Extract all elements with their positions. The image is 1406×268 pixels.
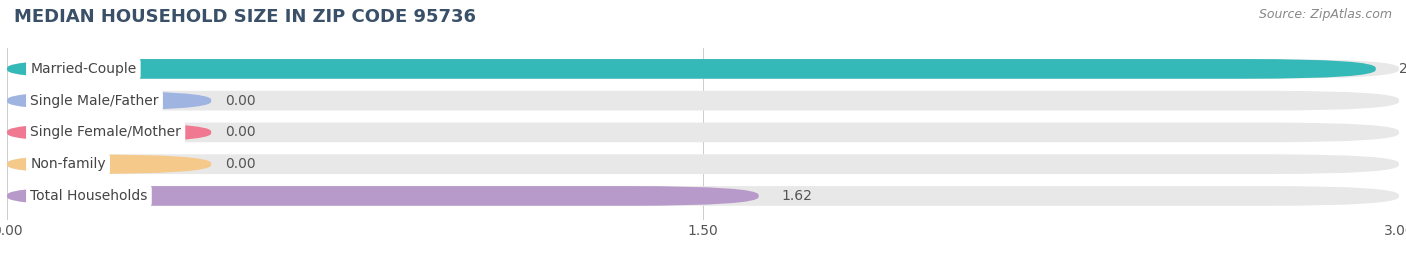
Text: 0.00: 0.00 bbox=[225, 157, 256, 171]
Text: Total Households: Total Households bbox=[31, 189, 148, 203]
FancyBboxPatch shape bbox=[7, 59, 1376, 79]
Text: Married-Couple: Married-Couple bbox=[31, 62, 136, 76]
FancyBboxPatch shape bbox=[7, 59, 1399, 79]
Text: 1.62: 1.62 bbox=[782, 189, 813, 203]
FancyBboxPatch shape bbox=[7, 91, 211, 110]
Text: MEDIAN HOUSEHOLD SIZE IN ZIP CODE 95736: MEDIAN HOUSEHOLD SIZE IN ZIP CODE 95736 bbox=[14, 8, 477, 26]
Text: Source: ZipAtlas.com: Source: ZipAtlas.com bbox=[1258, 8, 1392, 21]
Text: 0.00: 0.00 bbox=[225, 125, 256, 139]
Text: Single Male/Father: Single Male/Father bbox=[31, 94, 159, 108]
Text: Single Female/Mother: Single Female/Mother bbox=[31, 125, 181, 139]
Text: Non-family: Non-family bbox=[31, 157, 105, 171]
FancyBboxPatch shape bbox=[7, 154, 211, 174]
FancyBboxPatch shape bbox=[7, 154, 1399, 174]
FancyBboxPatch shape bbox=[7, 122, 1399, 142]
FancyBboxPatch shape bbox=[7, 186, 1399, 206]
FancyBboxPatch shape bbox=[7, 91, 1399, 110]
Text: 2.95: 2.95 bbox=[1399, 62, 1406, 76]
Text: 0.00: 0.00 bbox=[225, 94, 256, 108]
FancyBboxPatch shape bbox=[7, 186, 759, 206]
FancyBboxPatch shape bbox=[7, 122, 211, 142]
